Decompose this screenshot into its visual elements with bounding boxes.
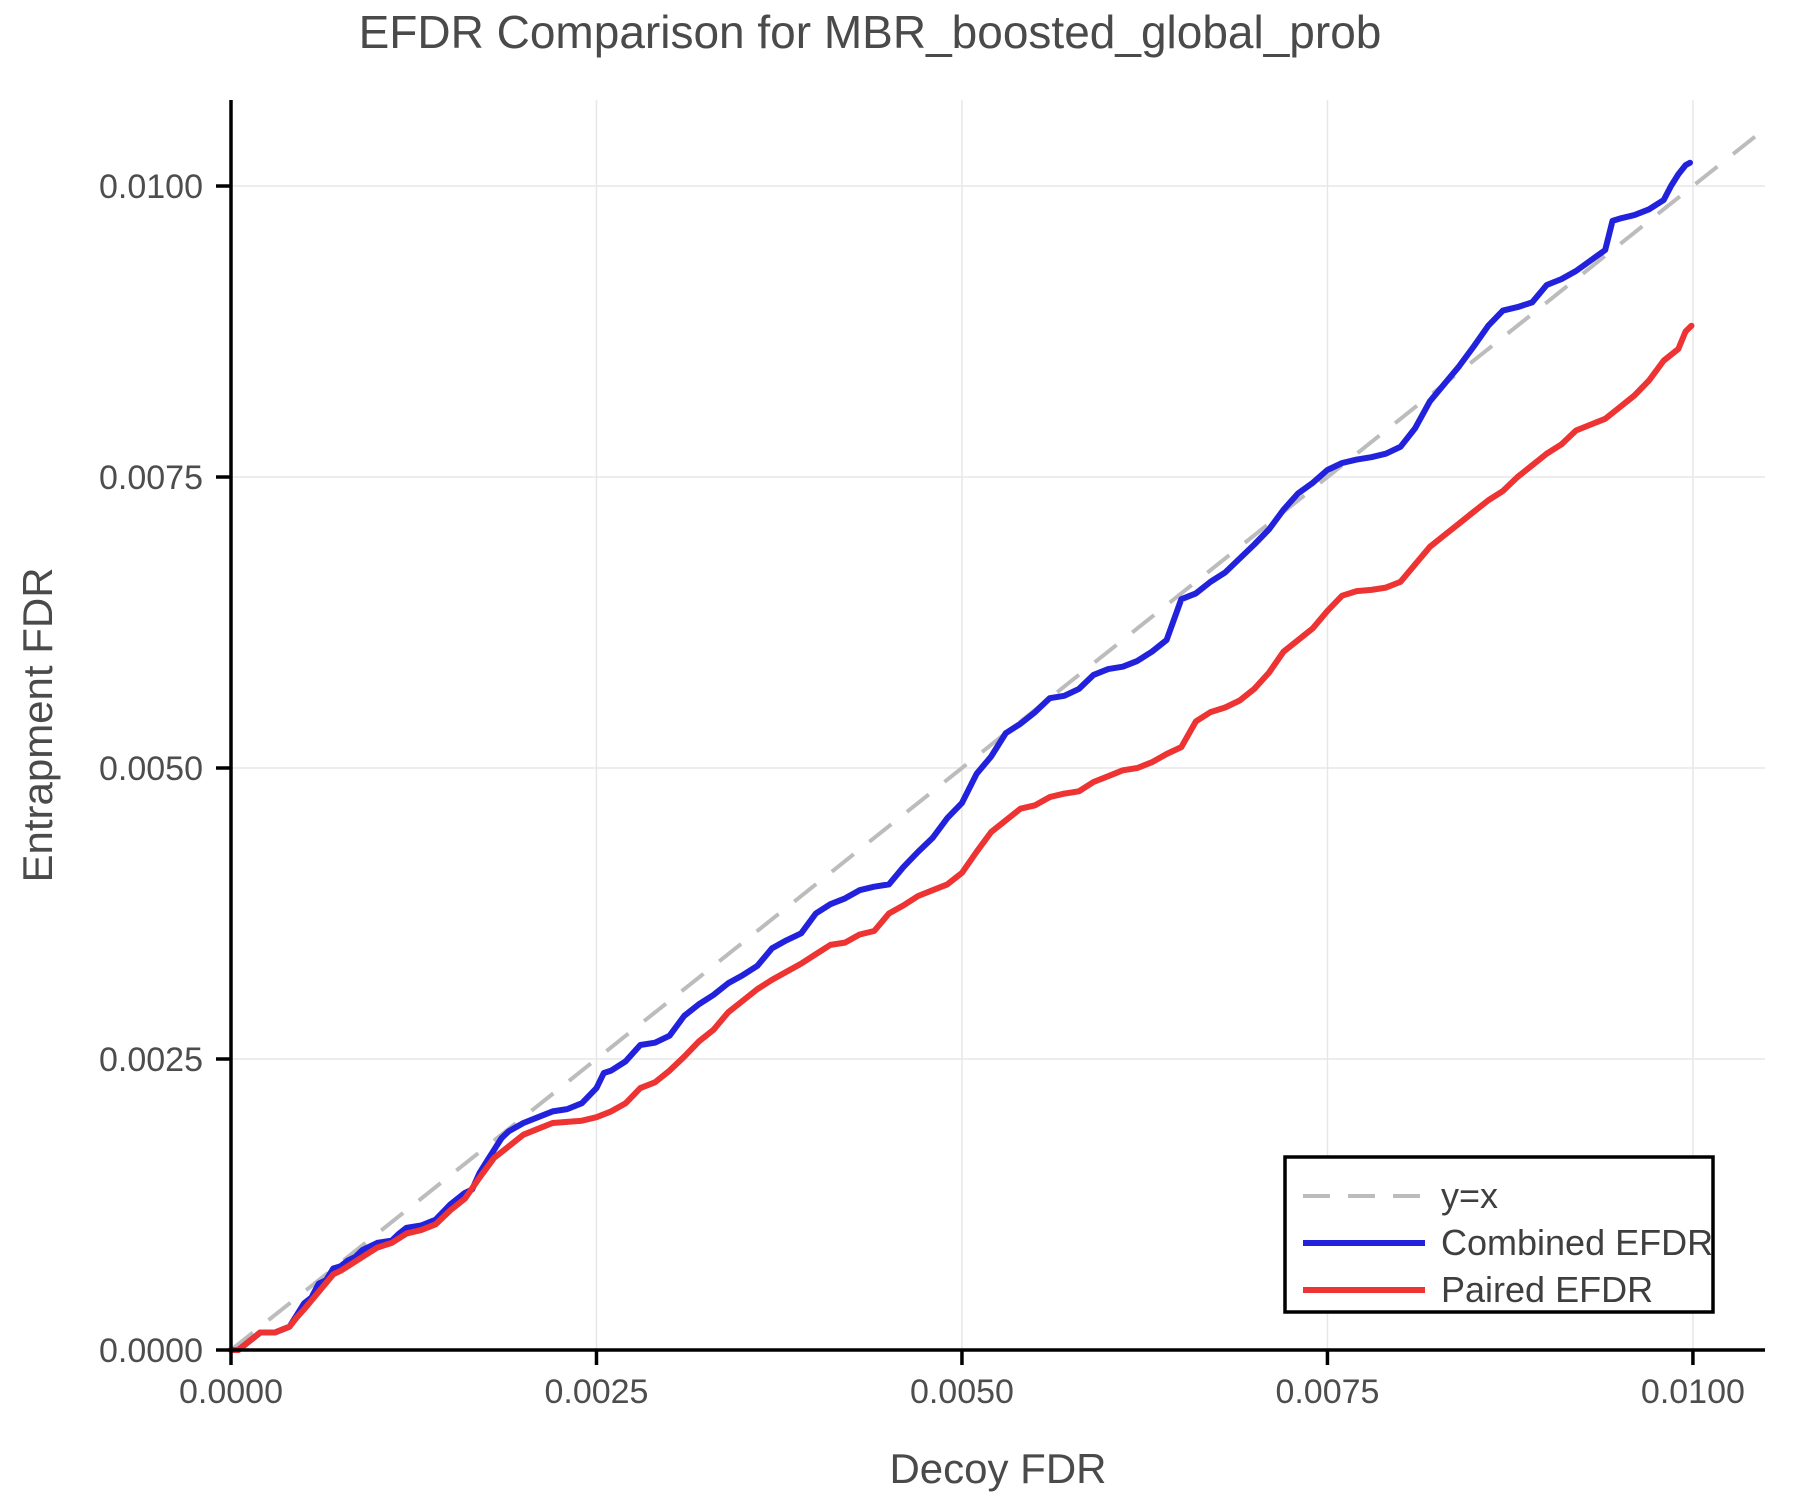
y-tick-label: 0.0025 [99, 1041, 203, 1079]
page-title: EFDR Comparison for MBR_boosted_global_p… [359, 6, 1382, 58]
y-tick-label: 0.0075 [99, 459, 203, 497]
x-tick-label: 0.0100 [1641, 1373, 1745, 1411]
paired-efdr-line [228, 322, 1695, 1353]
x-tick-label: 0.0075 [1275, 1373, 1379, 1411]
y-tick-label: 0.0050 [99, 750, 203, 788]
y-tick-label: 0.0000 [99, 1332, 203, 1370]
axis-spines [229, 100, 1765, 1352]
yx-reference-line [229, 127, 1767, 1352]
tick-layer: 0.0000 0.0025 0.0050 0.0075 0.0100 0.0000 0.00… [99, 168, 1745, 1411]
legend-box [1283, 1155, 1715, 1314]
x-tick-label: 0.0025 [544, 1373, 648, 1411]
legend-label-paired-efdr: Paired EFDR [1441, 1269, 1653, 1310]
y-tick-label: 0.0100 [99, 168, 203, 206]
x-tick-label: 0.0050 [910, 1373, 1014, 1411]
x-tick-label: 0.0000 [179, 1373, 283, 1411]
x-axis-label: Decoy FDR [889, 1445, 1106, 1492]
grid-layer [230, 100, 1765, 1350]
legend: y=x Combined EFDR Paired EFDR [1283, 1155, 1715, 1314]
series-layer [228, 159, 1695, 1353]
combined-efdr-line [228, 159, 1693, 1353]
legend-label-yx: y=x [1441, 1175, 1498, 1216]
legend-label-combined-efdr: Combined EFDR [1441, 1222, 1713, 1263]
y-axis-label: Entrapment FDR [14, 567, 61, 882]
diagonal-layer [229, 127, 1767, 1352]
